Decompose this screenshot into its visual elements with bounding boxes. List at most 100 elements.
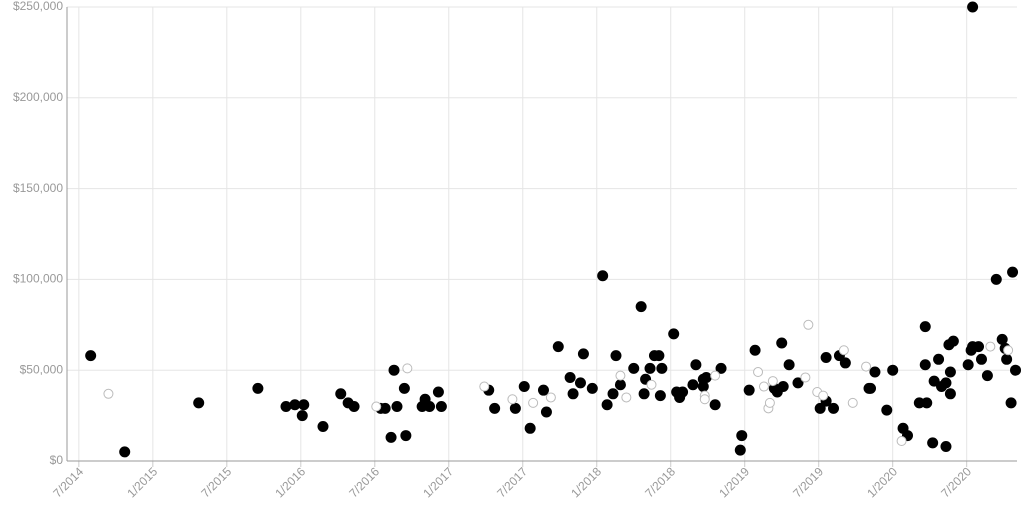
x-tick-label: 1/2018	[568, 464, 604, 500]
x-tick-label: 1/2019	[716, 464, 752, 500]
data-point	[424, 401, 436, 413]
data-point	[1010, 364, 1022, 376]
data-point	[697, 381, 709, 393]
data-point	[944, 388, 956, 400]
data-point	[509, 402, 521, 414]
data-point	[656, 362, 668, 374]
data-point	[537, 384, 549, 396]
y-tick-label: $0	[50, 453, 64, 467]
data-point	[690, 359, 702, 371]
data-point	[820, 351, 832, 363]
data-point	[638, 388, 650, 400]
data-point	[524, 422, 536, 434]
y-tick-label: $200,000	[13, 90, 63, 104]
data-point	[1001, 353, 1013, 365]
data-point	[981, 370, 993, 382]
data-point	[869, 366, 881, 378]
data-point	[586, 382, 598, 394]
data-point	[758, 381, 769, 392]
data-point	[621, 392, 632, 403]
data-point	[646, 379, 657, 390]
data-point	[792, 377, 804, 389]
data-point	[944, 366, 956, 378]
data-point	[398, 382, 410, 394]
data-point	[828, 402, 840, 414]
data-point	[700, 371, 712, 383]
data-point	[783, 359, 795, 371]
data-point	[577, 348, 589, 360]
x-tick-label: 7/2020	[938, 464, 974, 500]
x-tick-label: 1/2016	[272, 464, 308, 500]
data-point	[507, 394, 518, 405]
data-point	[839, 357, 851, 369]
data-point	[838, 345, 849, 356]
data-point	[996, 333, 1008, 345]
data-point	[668, 328, 680, 340]
data-point	[919, 321, 931, 333]
x-tick-label: 1/2017	[420, 464, 456, 500]
data-point	[348, 401, 360, 413]
data-point	[927, 437, 939, 449]
y-tick-label: $50,000	[20, 362, 64, 376]
x-tick-label: 7/2019	[790, 464, 826, 500]
data-point	[479, 381, 490, 392]
data-point	[371, 401, 382, 412]
data-point	[528, 397, 539, 408]
x-tick-label: 7/2016	[346, 464, 382, 500]
data-point	[975, 353, 987, 365]
data-point	[896, 436, 907, 447]
data-point	[990, 273, 1002, 285]
data-point	[610, 350, 622, 362]
data-point	[967, 1, 979, 13]
data-point	[435, 401, 447, 413]
data-point	[601, 399, 613, 411]
data-point	[635, 301, 647, 313]
data-point	[814, 402, 826, 414]
data-point	[940, 377, 952, 389]
data-point	[887, 364, 899, 376]
data-point	[947, 335, 959, 347]
data-point	[552, 341, 564, 353]
data-point	[749, 344, 761, 356]
data-point	[687, 379, 699, 391]
data-point	[119, 446, 131, 458]
data-point	[193, 397, 205, 409]
data-point	[777, 381, 789, 393]
data-point	[644, 362, 656, 374]
data-point	[296, 410, 308, 422]
data-point	[1007, 266, 1019, 278]
data-point	[1005, 397, 1017, 409]
data-point	[710, 370, 721, 381]
data-point	[699, 394, 710, 405]
data-point	[85, 350, 97, 362]
data-point	[865, 382, 877, 394]
data-point	[545, 392, 556, 403]
data-point	[567, 388, 579, 400]
data-point	[335, 388, 347, 400]
data-point	[653, 350, 665, 362]
data-point	[391, 401, 403, 413]
data-point	[919, 359, 931, 371]
data-point	[818, 390, 829, 401]
data-point	[607, 388, 619, 400]
data-point	[252, 382, 264, 394]
y-tick-label: $150,000	[13, 181, 63, 195]
data-point	[540, 406, 552, 418]
y-tick-label: $100,000	[13, 272, 63, 286]
data-point	[764, 397, 775, 408]
data-point	[962, 359, 974, 371]
data-point	[628, 362, 640, 374]
data-point	[298, 399, 310, 411]
x-tick-label: 7/2018	[642, 464, 678, 500]
data-point	[677, 386, 689, 398]
data-point	[881, 404, 893, 416]
data-point	[753, 367, 764, 378]
data-point	[432, 386, 444, 398]
data-point	[861, 361, 872, 372]
data-point	[597, 270, 609, 282]
data-point	[1003, 345, 1014, 356]
data-point	[734, 444, 746, 456]
data-point	[985, 341, 996, 352]
data-point	[776, 337, 788, 349]
